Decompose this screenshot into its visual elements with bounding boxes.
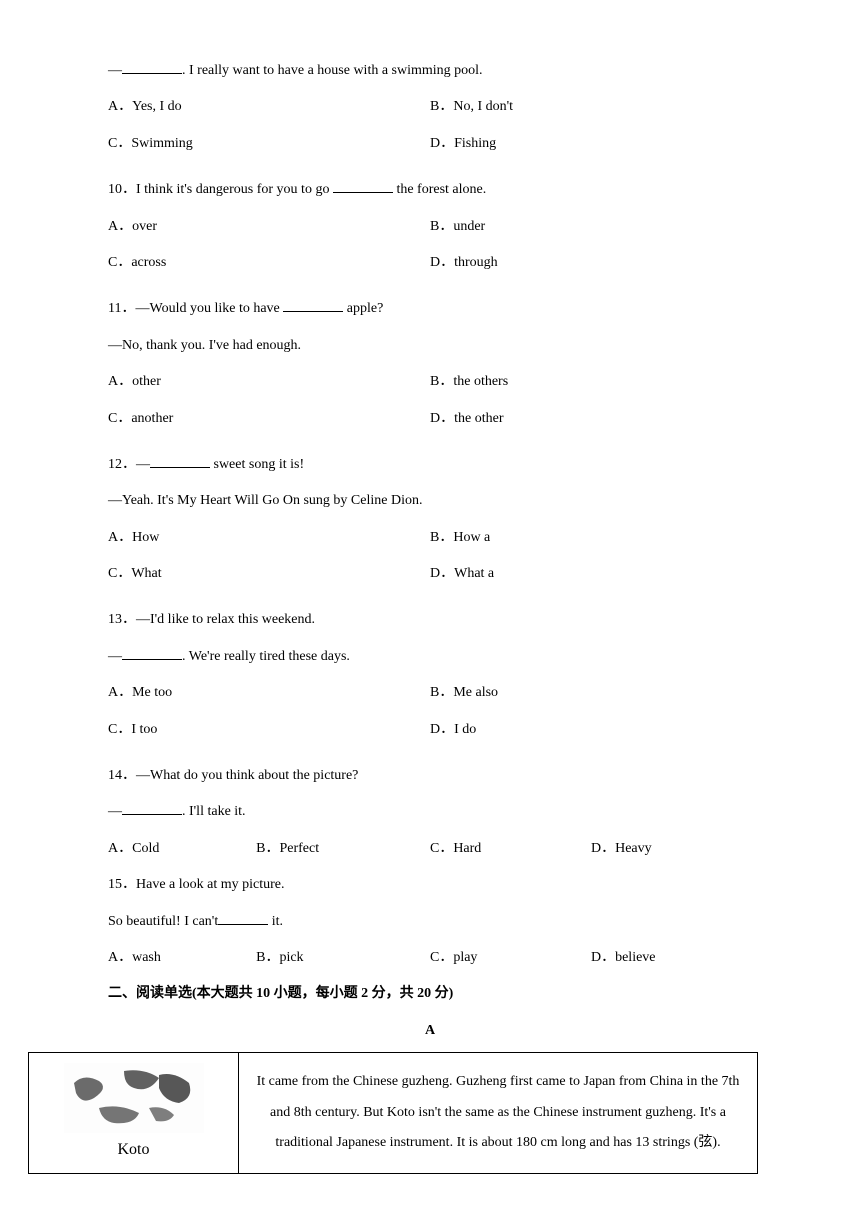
q14-stem: 14．—What do you think about the picture?: [108, 765, 752, 787]
q13-opt-c: C．I too: [108, 719, 430, 741]
text-post: . We're really tired these days.: [182, 649, 350, 664]
blank: [122, 801, 182, 815]
q10-opt-d: D．through: [430, 252, 752, 274]
koto-image: [64, 1063, 204, 1133]
passage-a-label: A: [108, 1020, 752, 1042]
text-pre: 12．—: [108, 457, 150, 472]
q14-response: —. I'll take it.: [108, 801, 752, 823]
q15-stem: 15．Have a look at my picture.: [108, 874, 752, 896]
q12-opt-c: C．What: [108, 563, 430, 585]
koto-label: Koto: [39, 1137, 228, 1163]
q11-options: A．other B．the others C．another D．the oth…: [108, 371, 752, 444]
q9-response: —. I really want to have a house with a …: [108, 60, 752, 82]
q13-opt-d: D．I do: [430, 719, 752, 741]
q10-opt-a: A．over: [108, 216, 430, 238]
text-post: it.: [268, 914, 283, 929]
blank: [333, 179, 393, 193]
q10-options: A．over B．under C．across D．through: [108, 216, 752, 289]
q11-response: —No, thank you. I've had enough.: [108, 335, 752, 357]
q10-opt-c: C．across: [108, 252, 430, 274]
q13-opt-a: A．Me too: [108, 682, 430, 704]
blank: [150, 454, 210, 468]
text-post: . I'll take it.: [182, 804, 246, 819]
passage-image-cell: Koto: [29, 1053, 239, 1174]
q15-opt-b: B．pick: [256, 947, 430, 969]
q13-options: A．Me too B．Me also C．I too D．I do: [108, 682, 752, 755]
q14-opt-b: B．Perfect: [256, 838, 430, 860]
q12-opt-d: D．What a: [430, 563, 752, 585]
q9-options: A．Yes, I do B．No, I don't C．Swimming D．F…: [108, 96, 752, 169]
q15-opt-c: C．play: [430, 947, 591, 969]
blank: [122, 646, 182, 660]
q14-options: A．Cold B．Perfect C．Hard D．Heavy: [108, 838, 752, 860]
q13-stem: 13．—I'd like to relax this weekend.: [108, 609, 752, 631]
q11-opt-a: A．other: [108, 371, 430, 393]
q10-stem: 10．I think it's dangerous for you to go …: [108, 179, 752, 201]
text-post: sweet song it is!: [210, 457, 304, 472]
q11-stem: 11．—Would you like to have apple?: [108, 298, 752, 320]
q15-opt-d: D．believe: [591, 947, 752, 969]
text-post: apple?: [343, 301, 383, 316]
q13-opt-b: B．Me also: [430, 682, 752, 704]
blank: [218, 911, 268, 925]
q12-opt-a: A．How: [108, 527, 430, 549]
q14-opt-a: A．Cold: [108, 838, 256, 860]
text-pre: 11．—Would you like to have: [108, 301, 283, 316]
blank: [283, 298, 343, 312]
q12-stem: 12．— sweet song it is!: [108, 454, 752, 476]
q11-opt-d: D．the other: [430, 408, 752, 430]
text-post: the forest alone.: [393, 182, 486, 197]
q15-opt-a: A．wash: [108, 947, 256, 969]
q9-opt-a: A．Yes, I do: [108, 96, 430, 118]
text: . I really want to have a house with a s…: [182, 63, 483, 78]
q9-opt-d: D．Fishing: [430, 133, 752, 155]
q9-opt-b: B．No, I don't: [430, 96, 752, 118]
q12-response: —Yeah. It's My Heart Will Go On sung by …: [108, 490, 752, 512]
q9-opt-c: C．Swimming: [108, 133, 430, 155]
q14-opt-c: C．Hard: [430, 838, 591, 860]
q15-options: A．wash B．pick C．play D．believe: [108, 947, 752, 969]
q11-opt-c: C．another: [108, 408, 430, 430]
blank: [122, 60, 182, 74]
q12-options: A．How B．How a C．What D．What a: [108, 527, 752, 600]
q12-opt-b: B．How a: [430, 527, 752, 549]
q10-opt-b: B．under: [430, 216, 752, 238]
q13-response: —. We're really tired these days.: [108, 646, 752, 668]
q15-response: So beautiful! I can't it.: [108, 911, 752, 933]
q14-opt-d: D．Heavy: [591, 838, 752, 860]
text-pre: 10．I think it's dangerous for you to go: [108, 182, 333, 197]
passage-table: Koto It came from the Chinese guzheng. G…: [28, 1052, 758, 1174]
q11-opt-b: B．the others: [430, 371, 752, 393]
text-pre: So beautiful! I can't: [108, 914, 218, 929]
passage-text: It came from the Chinese guzheng. Guzhen…: [239, 1053, 758, 1174]
section2-header: 二、阅读单选(本大题共 10 小题，每小题 2 分，共 20 分): [108, 983, 752, 1005]
